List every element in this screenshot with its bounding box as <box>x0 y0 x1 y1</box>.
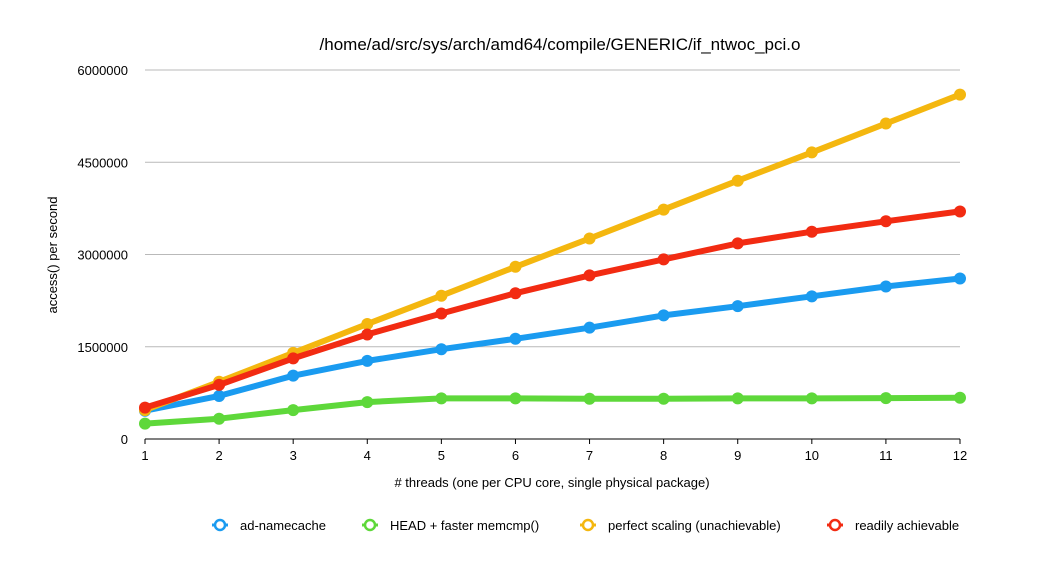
legend-item-ad-namecache[interactable]: ad-namecache <box>212 518 326 533</box>
x-tick-label: 1 <box>141 448 148 463</box>
data-point <box>805 146 818 159</box>
x-tick-label: 9 <box>734 448 741 463</box>
y-tick-label: 4500000 <box>77 155 128 170</box>
x-tick-label: 5 <box>438 448 445 463</box>
legend-item-readily-achievable[interactable]: readily achievable <box>827 518 959 533</box>
data-point <box>139 417 151 430</box>
series-ad-namecache <box>139 272 966 417</box>
data-point <box>954 272 966 285</box>
data-point <box>583 392 596 405</box>
data-point <box>509 287 522 300</box>
data-point <box>287 404 300 417</box>
x-tick-label: 12 <box>953 448 967 463</box>
x-tick-label: 10 <box>805 448 819 463</box>
legend-marker <box>828 518 842 532</box>
data-point <box>287 369 300 382</box>
series-readily-achievable <box>139 205 966 414</box>
x-tick-label: 2 <box>215 448 222 463</box>
data-point <box>509 332 522 345</box>
legend-label: ad-namecache <box>240 518 326 533</box>
data-point <box>435 392 448 405</box>
data-point <box>361 328 374 341</box>
data-point <box>361 317 374 330</box>
data-point <box>731 237 744 250</box>
data-point <box>509 260 522 273</box>
legend-marker <box>581 518 595 532</box>
data-point <box>657 253 670 266</box>
legend-item-head-faster-memcmp[interactable]: HEAD + faster memcmp() <box>362 518 539 533</box>
data-point <box>213 389 226 402</box>
data-point <box>879 117 892 130</box>
legend-item-perfect-scaling-unachievable[interactable]: perfect scaling (unachievable) <box>580 518 781 533</box>
legend-label: readily achievable <box>855 518 959 533</box>
x-tick-label: 8 <box>660 448 667 463</box>
series-line <box>142 208 963 411</box>
x-tick-label: 4 <box>364 448 371 463</box>
data-point <box>583 269 596 282</box>
y-tick-label: 1500000 <box>77 340 128 355</box>
chart-title: /home/ad/src/sys/arch/amd64/compile/GENE… <box>320 35 801 54</box>
x-tick-label: 7 <box>586 448 593 463</box>
data-point <box>361 354 374 367</box>
data-point <box>805 392 818 405</box>
series-line <box>142 275 963 414</box>
data-point <box>731 300 744 313</box>
y-tick-label: 3000000 <box>77 248 128 263</box>
data-point <box>435 289 448 302</box>
y-tick-label: 6000000 <box>77 63 128 78</box>
data-point <box>435 343 448 356</box>
series-lines <box>139 88 966 430</box>
data-point <box>509 392 522 405</box>
y-tick-label: 0 <box>121 432 128 447</box>
data-point <box>657 309 670 322</box>
series-line <box>142 91 963 414</box>
y-axis-label: access() per second <box>45 196 60 313</box>
legend[interactable]: ad-namecache HEAD + faster memcmp() perfec… <box>212 518 959 533</box>
data-point <box>954 88 966 101</box>
data-point <box>361 396 374 409</box>
data-point <box>954 391 966 404</box>
data-point <box>583 232 596 245</box>
data-point <box>805 290 818 303</box>
data-point <box>139 401 151 414</box>
legend-marker <box>213 518 227 532</box>
data-point <box>805 225 818 238</box>
data-point <box>879 280 892 293</box>
data-point <box>657 392 670 405</box>
x-tick-label: 3 <box>290 448 297 463</box>
x-tick-label: 6 <box>512 448 519 463</box>
data-point <box>213 378 226 391</box>
data-point <box>954 205 966 218</box>
data-point <box>657 203 670 216</box>
data-point <box>731 392 744 405</box>
gridlines <box>145 69 960 348</box>
data-point <box>583 321 596 334</box>
legend-label: perfect scaling (unachievable) <box>608 518 781 533</box>
legend-marker <box>363 518 377 532</box>
data-point <box>287 352 300 365</box>
x-axis-label: # threads (one per CPU core, single phys… <box>394 475 709 490</box>
data-point <box>435 307 448 320</box>
series-head-faster-memcmp <box>139 391 966 430</box>
data-point <box>879 392 892 405</box>
series-line <box>142 394 963 427</box>
data-point <box>213 412 226 425</box>
data-point <box>731 174 744 187</box>
x-tick-label: 11 <box>879 448 893 463</box>
legend-label: HEAD + faster memcmp() <box>390 518 539 533</box>
data-point <box>879 215 892 228</box>
